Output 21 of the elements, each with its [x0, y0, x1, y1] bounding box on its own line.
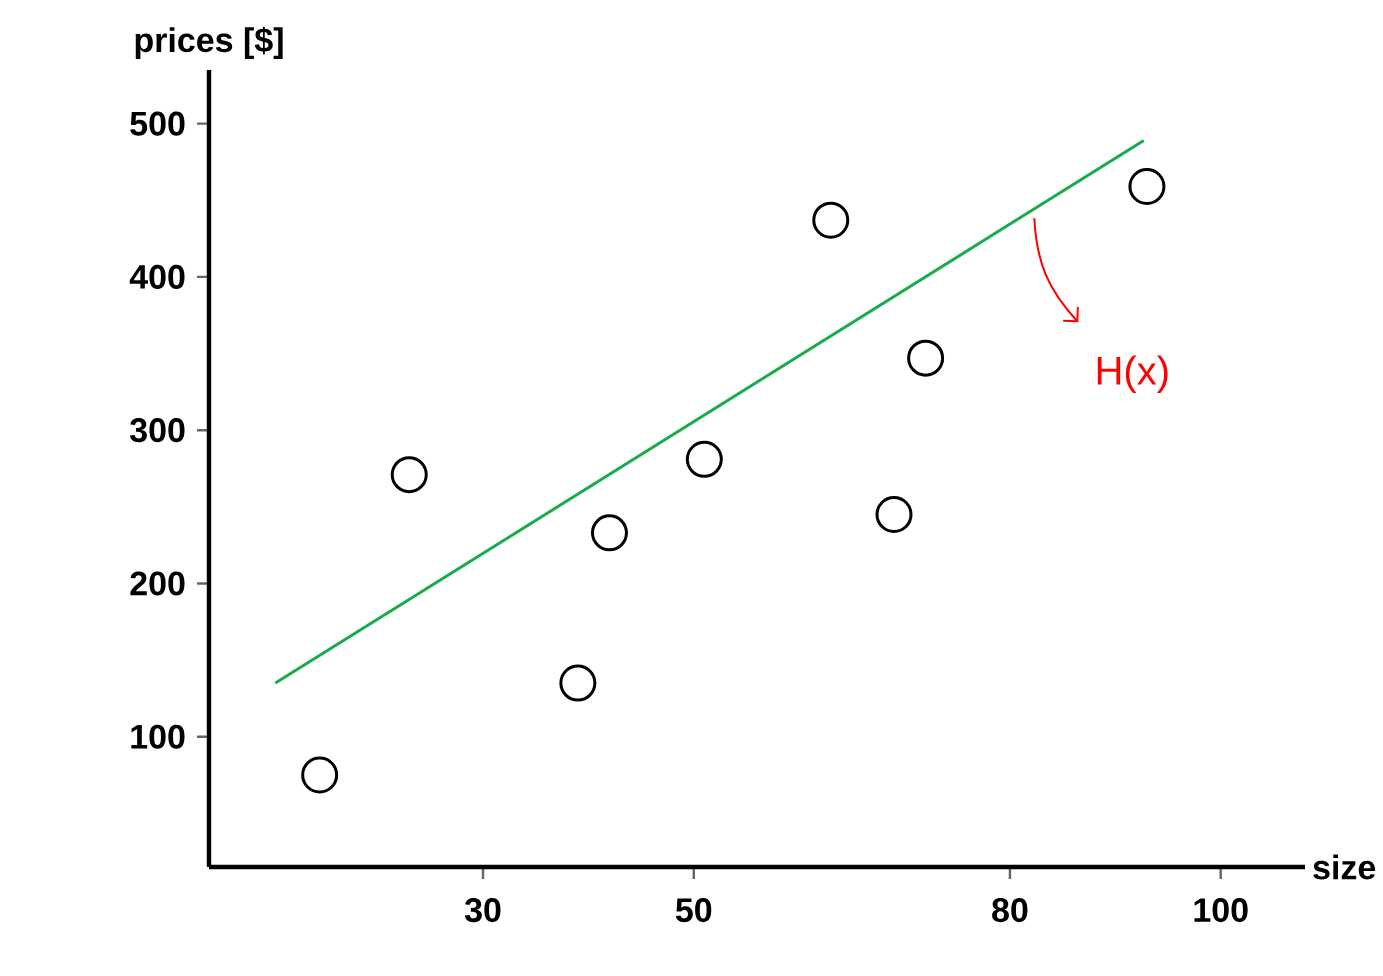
y-tick-label: 500: [130, 111, 185, 136]
point: [301, 756, 339, 794]
annotation: H(x): [1097, 355, 1168, 393]
point: [390, 456, 428, 494]
point: [875, 495, 913, 533]
point: [812, 201, 850, 239]
y-tick-label: 300: [129, 418, 185, 443]
point: [559, 664, 597, 702]
x-axis-title: size: [1313, 854, 1376, 880]
y-axis-title: prices [$]: [135, 26, 283, 59]
point: [907, 339, 945, 377]
point: [1128, 167, 1166, 205]
x-tick-label: 50: [675, 898, 712, 923]
x-tick-label: 100: [1194, 898, 1248, 923]
y-tick-label: 200: [130, 571, 185, 596]
x-tick-label: 80: [992, 898, 1028, 923]
x-tick-label: 30: [464, 898, 501, 923]
point: [685, 440, 723, 478]
y-tick-label: 100: [131, 724, 185, 749]
point: [590, 514, 628, 552]
y-tick-label: 400: [129, 264, 185, 289]
